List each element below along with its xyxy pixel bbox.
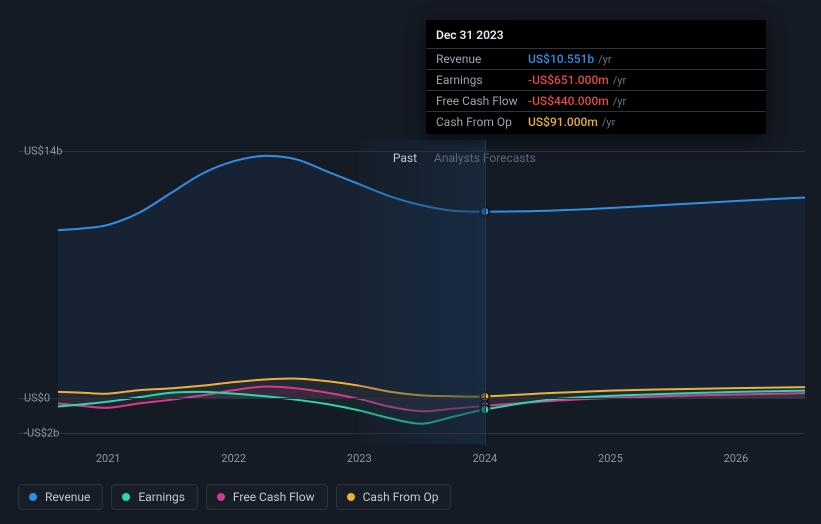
tooltip-row-unit: /yr: [598, 53, 611, 66]
tooltip-row-value: -US$651.000m: [528, 73, 609, 87]
legend-dot-icon: [29, 493, 37, 501]
tooltip-row-unit: /yr: [613, 74, 626, 87]
section-label-past: Past: [393, 151, 417, 165]
legend-item[interactable]: Earnings: [111, 484, 198, 510]
tooltip-row-value: US$91.000m: [528, 115, 598, 129]
legend-label: Revenue: [45, 490, 90, 504]
tooltip-row-unit: /yr: [602, 116, 615, 129]
x-tick-label: 2024: [472, 452, 497, 465]
tooltip: Dec 31 2023 RevenueUS$10.551b/yrEarnings…: [426, 20, 766, 134]
legend-item[interactable]: Free Cash Flow: [206, 484, 328, 510]
legend-dot-icon: [217, 493, 225, 501]
tooltip-row-value: -US$440.000m: [528, 94, 609, 108]
legend-dot-icon: [122, 493, 130, 501]
x-tick-label: 2025: [598, 452, 623, 465]
tooltip-row-unit: /yr: [613, 95, 626, 108]
x-tick-label: 2023: [347, 452, 372, 465]
tooltip-row: Earnings-US$651.000m/yr: [426, 70, 766, 91]
tooltip-row-label: Cash From Op: [436, 115, 528, 129]
tooltip-row-label: Revenue: [436, 52, 528, 66]
y-tick-label: -US$2b: [24, 427, 59, 440]
x-tick-label: 2026: [724, 452, 749, 465]
legend-dot-icon: [347, 493, 355, 501]
y-tick-label: US$0: [24, 392, 50, 405]
tooltip-row: Cash From OpUS$91.000m/yr: [426, 112, 766, 132]
gridline-h: [18, 398, 805, 399]
legend: Revenue Earnings Free Cash Flow Cash From O…: [18, 484, 451, 510]
legend-label: Cash From Op: [363, 490, 439, 504]
gridline-h: [18, 151, 805, 152]
divider-line: [485, 140, 486, 445]
tooltip-row-label: Free Cash Flow: [436, 94, 528, 108]
gridline-h: [18, 433, 805, 434]
legend-item[interactable]: Revenue: [18, 484, 103, 510]
x-tick-label: 2022: [221, 452, 246, 465]
tooltip-row-label: Earnings: [436, 73, 528, 87]
tooltip-row-value: US$10.551b: [528, 52, 594, 66]
legend-item[interactable]: Cash From Op: [336, 484, 452, 510]
x-tick-label: 2021: [96, 452, 121, 465]
tooltip-date: Dec 31 2023: [426, 24, 766, 49]
series-area: [58, 156, 805, 398]
legend-label: Earnings: [138, 490, 185, 504]
y-tick-label: US$14b: [24, 144, 62, 157]
tooltip-row: RevenueUS$10.551b/yr: [426, 49, 766, 70]
tooltip-row: Free Cash Flow-US$440.000m/yr: [426, 91, 766, 112]
legend-label: Free Cash Flow: [233, 490, 315, 504]
